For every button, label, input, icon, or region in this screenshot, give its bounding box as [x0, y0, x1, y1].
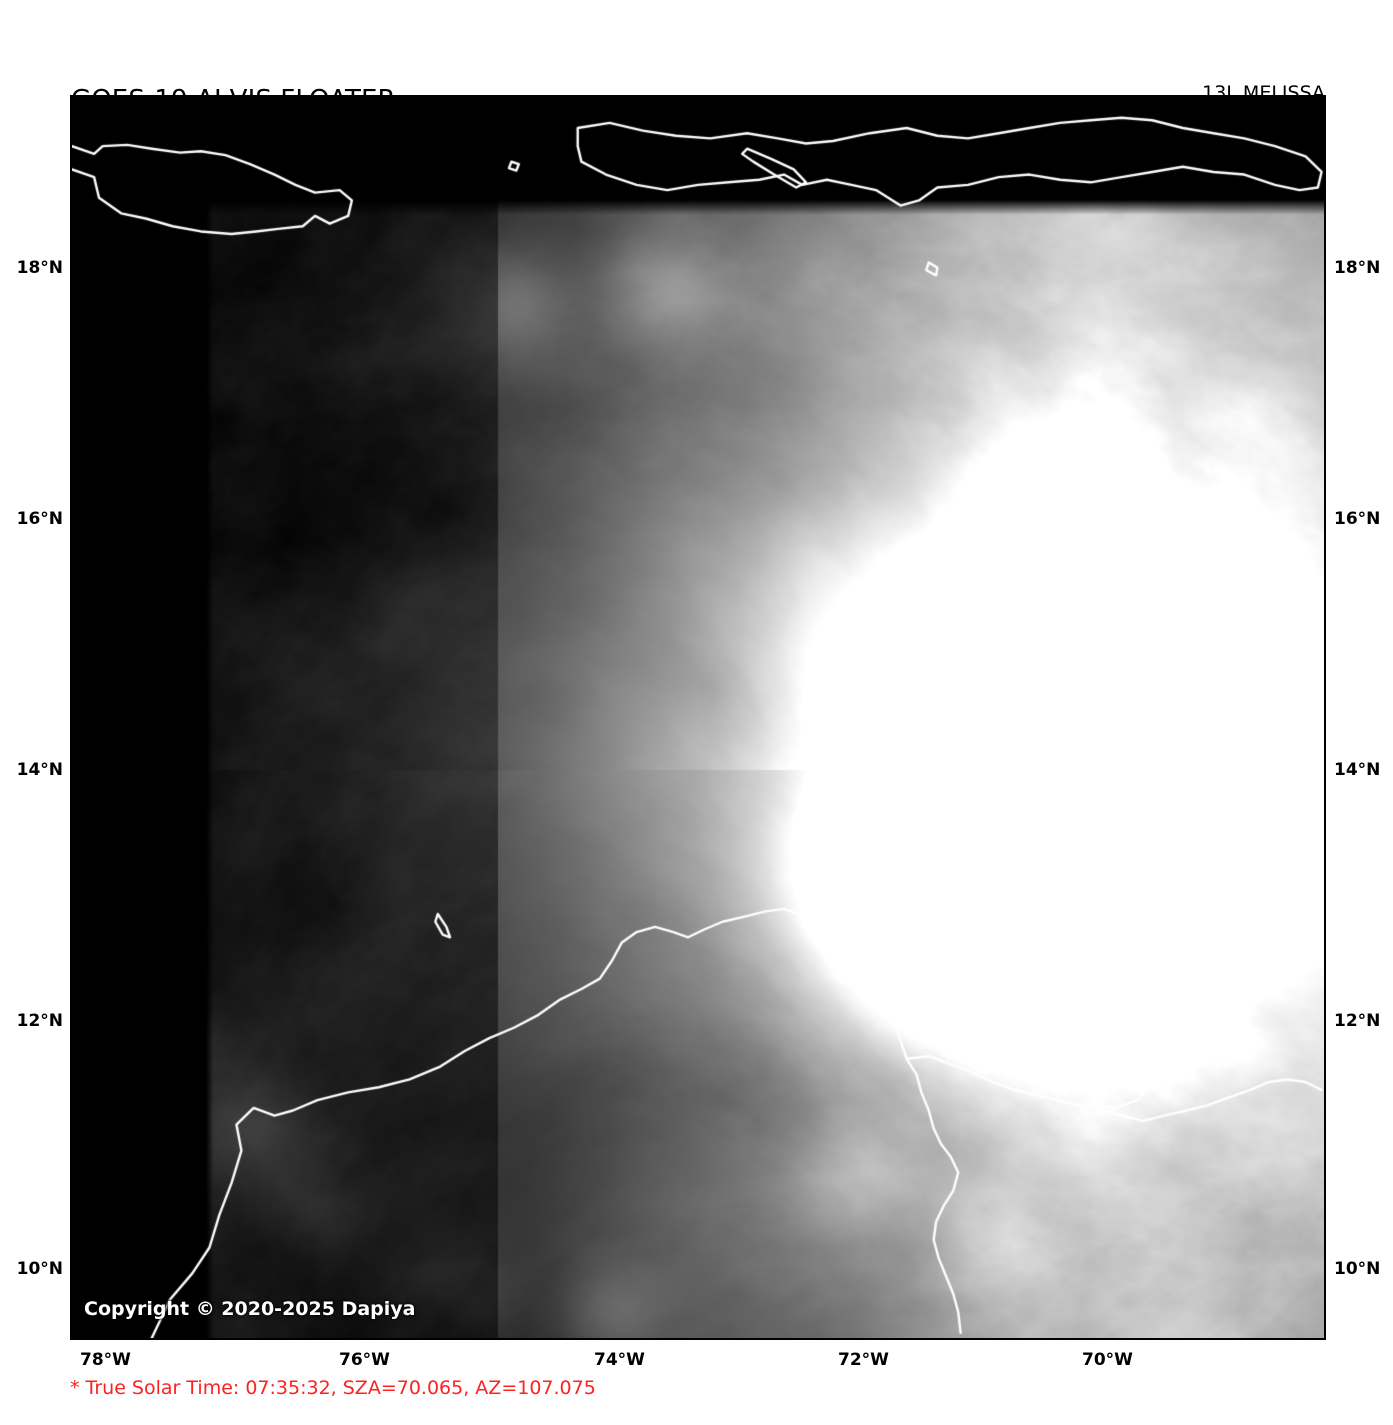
satellite-image-panel[interactable]: Copyright © 2020-2025 Dapiya — [70, 95, 1326, 1340]
lon-tick-bottom: 72°W — [838, 1350, 889, 1370]
lat-tick-left: 10°N — [16, 1259, 63, 1279]
solar-geometry-note: * True Solar Time: 07:35:32, SZA=70.065,… — [70, 1377, 596, 1399]
copyright-overlay: Copyright © 2020-2025 Dapiya — [84, 1298, 416, 1320]
lat-tick-left: 12°N — [16, 1011, 63, 1031]
lat-tick-left: 18°N — [16, 258, 63, 278]
lat-tick-left: 14°N — [16, 760, 63, 780]
lon-tick-bottom: 78°W — [80, 1350, 131, 1370]
lat-tick-right: 12°N — [1334, 1011, 1381, 1031]
lat-tick-right: 18°N — [1334, 258, 1381, 278]
lat-tick-right: 14°N — [1334, 760, 1381, 780]
lat-tick-right: 16°N — [1334, 509, 1381, 529]
lon-tick-bottom: 76°W — [339, 1350, 390, 1370]
lon-tick-bottom: 70°W — [1082, 1350, 1133, 1370]
satellite-imagery — [72, 97, 1324, 1338]
lat-tick-right: 10°N — [1334, 1259, 1381, 1279]
lon-tick-bottom: 74°W — [594, 1350, 645, 1370]
satellite-raster-canvas — [72, 97, 1324, 1338]
lat-tick-left: 16°N — [16, 509, 63, 529]
